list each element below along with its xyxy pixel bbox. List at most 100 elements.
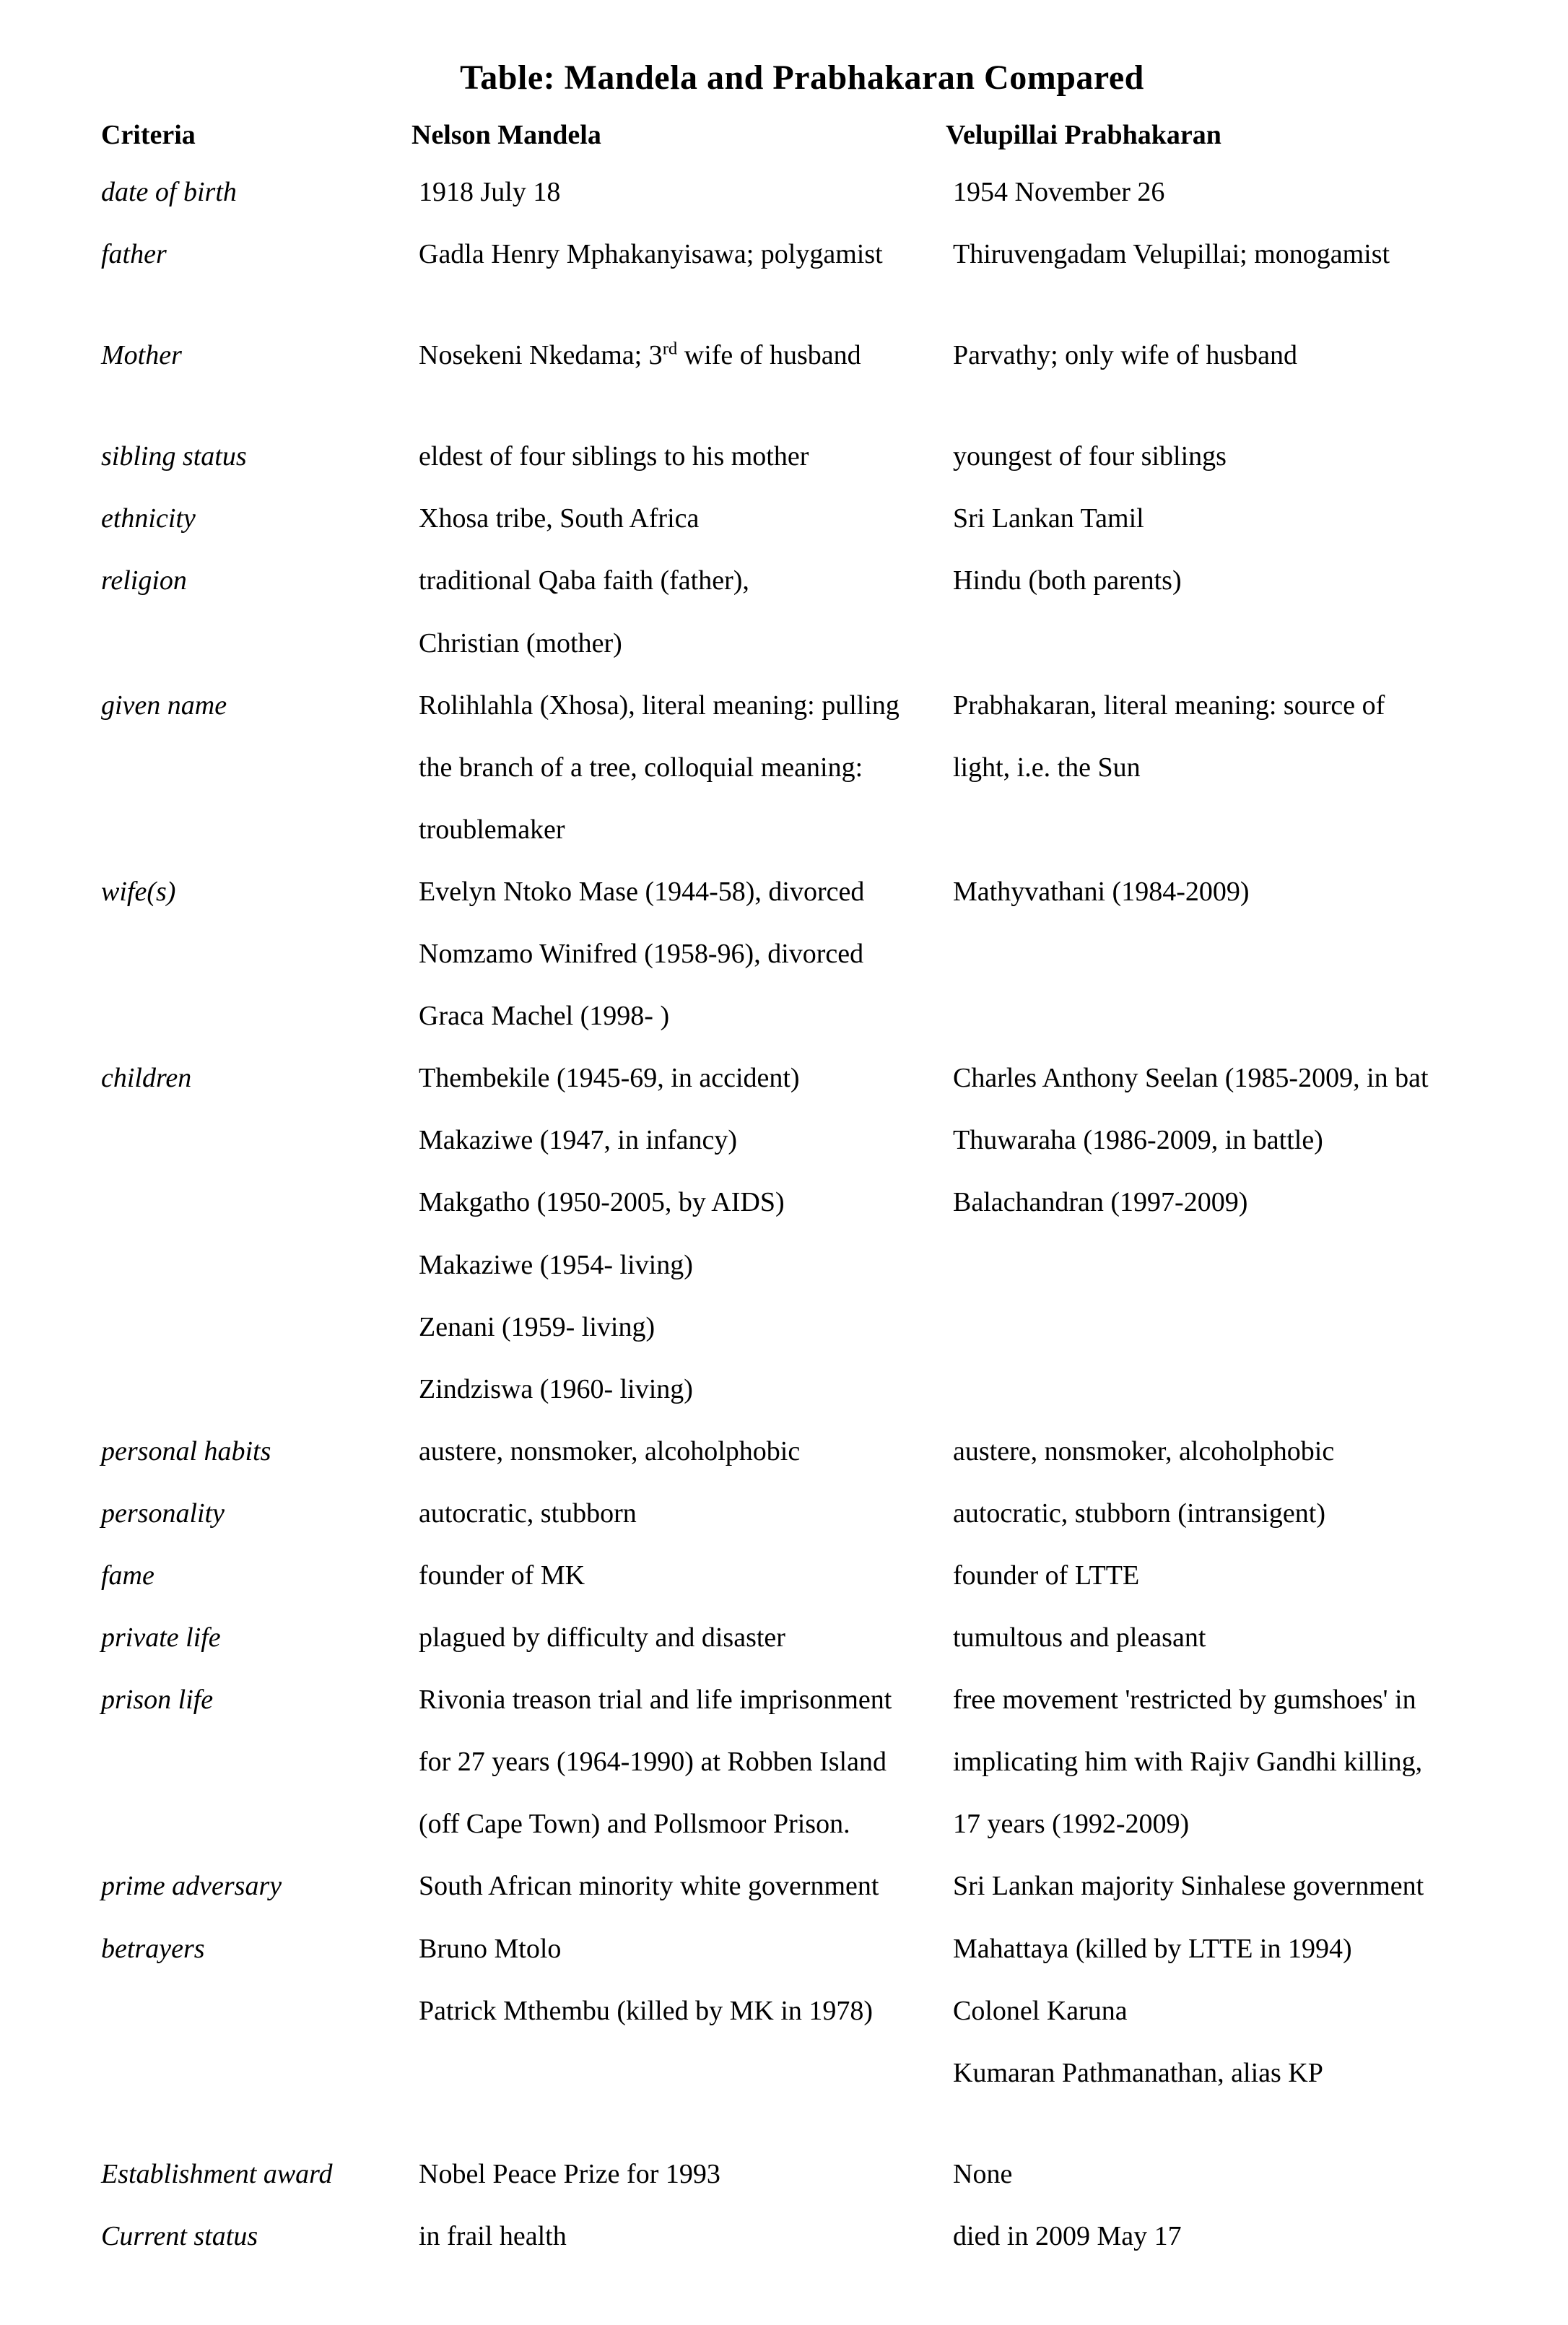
page-title: Table: Mandela and Prabhakaran Compared [101,58,1503,97]
cell-mandela: eldest of four siblings to his mother [411,425,946,487]
cell-prabhakaran [946,985,1503,1047]
cell-mandela: in frail health [411,2205,946,2267]
cell-mandela: Nomzamo Winifred (1958-96), divorced [411,923,946,985]
cell-prabhakaran: tumultous and pleasant [946,1607,1503,1669]
cell-criteria: wife(s) [101,861,411,923]
cell-mandela: austere, nonsmoker, alcoholphobic [411,1420,946,1482]
cell-prabhakaran [946,923,1503,985]
cell-prabhakaran: light, i.e. the Sun [946,736,1503,799]
cell-mandela: Rolihlahla (Xhosa), literal meaning: pul… [411,674,946,736]
cell-criteria [101,1980,411,2042]
table-row: the branch of a tree, colloquial meaning… [101,736,1503,799]
cell-criteria: Current status [101,2205,411,2267]
cell-criteria [101,799,411,861]
cell-criteria: sibling status [101,425,411,487]
table-row: sibling statuseldest of four siblings to… [101,425,1503,487]
table-row: Kumaran Pathmanathan, alias KP [101,2042,1503,2143]
cell-mandela: troublemaker [411,799,946,861]
cell-criteria [101,1171,411,1233]
cell-mandela: Thembekile (1945-69, in accident) [411,1047,946,1109]
col-header-mandela: Nelson Mandela [411,115,946,161]
cell-criteria: private life [101,1607,411,1669]
cell-criteria: date of birth [101,161,411,223]
cell-mandela: Patrick Mthembu (killed by MK in 1978) [411,1980,946,2042]
cell-criteria: betrayers [101,1918,411,1980]
cell-criteria [101,1234,411,1296]
cell-prabhakaran: Charles Anthony Seelan (1985-2009, in ba… [946,1047,1503,1109]
cell-prabhakaran: Hindu (both parents) [946,549,1503,612]
cell-prabhakaran: Kumaran Pathmanathan, alias KP [946,2042,1503,2143]
cell-prabhakaran: Thuwaraha (1986-2009, in battle) [946,1109,1503,1171]
cell-mandela: Zindziswa (1960- living) [411,1358,946,1420]
cell-prabhakaran: Sri Lankan Tamil [946,487,1503,549]
cell-mandela: founder of MK [411,1544,946,1607]
table-row: fatherGadla Henry Mphakanyisawa; polygam… [101,223,1503,324]
cell-criteria [101,736,411,799]
cell-mandela: Nosekeni Nkedama; 3rd wife of husband [411,324,946,425]
table-row: MotherNosekeni Nkedama; 3rd wife of husb… [101,324,1503,425]
cell-prabhakaran: Mathyvathani (1984-2009) [946,861,1503,923]
cell-mandela: Bruno Mtolo [411,1918,946,1980]
cell-mandela: Graca Machel (1998- ) [411,985,946,1047]
cell-criteria [101,1109,411,1171]
cell-criteria: Establishment award [101,2143,411,2205]
table-row: (off Cape Town) and Pollsmoor Prison.17 … [101,1793,1503,1855]
table-row: Zenani (1959- living) [101,1296,1503,1358]
cell-mandela: autocratic, stubborn [411,1482,946,1544]
table-row: Zindziswa (1960- living) [101,1358,1503,1420]
cell-mandela: Makaziwe (1954- living) [411,1234,946,1296]
cell-criteria [101,1793,411,1855]
cell-criteria: father [101,223,411,324]
table-row: ethnicityXhosa tribe, South AfricaSri La… [101,487,1503,549]
cell-criteria [101,985,411,1047]
cell-prabhakaran: None [946,2143,1503,2205]
table-row: Establishment awardNobel Peace Prize for… [101,2143,1503,2205]
cell-criteria [101,2042,411,2143]
col-header-prabhakaran: Velupillai Prabhakaran [946,115,1503,161]
cell-prabhakaran [946,799,1503,861]
cell-prabhakaran: Prabhakaran, literal meaning: source of [946,674,1503,736]
table-row: Graca Machel (1998- ) [101,985,1503,1047]
table-row: betrayersBruno MtoloMahattaya (killed by… [101,1918,1503,1980]
cell-prabhakaran: Parvathy; only wife of husband [946,324,1503,425]
cell-prabhakaran: Thiruvengadam Velupillai; monogamist [946,223,1503,324]
cell-prabhakaran: 1954 November 26 [946,161,1503,223]
cell-prabhakaran: autocratic, stubborn (intransigent) [946,1482,1503,1544]
cell-prabhakaran [946,1234,1503,1296]
cell-mandela: the branch of a tree, colloquial meaning… [411,736,946,799]
cell-criteria: religion [101,549,411,612]
table-row: private lifeplagued by difficulty and di… [101,1607,1503,1669]
table-row: childrenThembekile (1945-69, in accident… [101,1047,1503,1109]
cell-criteria: ethnicity [101,487,411,549]
cell-mandela: Makgatho (1950-2005, by AIDS) [411,1171,946,1233]
cell-prabhakaran [946,1358,1503,1420]
table-row: Makaziwe (1954- living) [101,1234,1503,1296]
cell-criteria: given name [101,674,411,736]
cell-mandela: Gadla Henry Mphakanyisawa; polygamist [411,223,946,324]
table-row: troublemaker [101,799,1503,861]
cell-mandela [411,2042,946,2143]
cell-prabhakaran: founder of LTTE [946,1544,1503,1607]
cell-criteria [101,1731,411,1793]
cell-prabhakaran: Colonel Karuna [946,1980,1503,2042]
cell-mandela: (off Cape Town) and Pollsmoor Prison. [411,1793,946,1855]
cell-criteria: prime adversary [101,1855,411,1917]
comparison-table: Criteria Nelson Mandela Velupillai Prabh… [101,115,1503,2267]
cell-mandela: Zenani (1959- living) [411,1296,946,1358]
cell-mandela: South African minority white government [411,1855,946,1917]
cell-prabhakaran: died in 2009 May 17 [946,2205,1503,2267]
table-header-row: Criteria Nelson Mandela Velupillai Prabh… [101,115,1503,161]
table-row: for 27 years (1964-1990) at Robben Islan… [101,1731,1503,1793]
cell-prabhakaran: free movement 'restricted by gumshoes' i… [946,1669,1503,1731]
cell-mandela: Rivonia treason trial and life imprisonm… [411,1669,946,1731]
table-row: prime adversarySouth African minority wh… [101,1855,1503,1917]
cell-mandela: Evelyn Ntoko Mase (1944-58), divorced [411,861,946,923]
table-row: Makaziwe (1947, in infancy)Thuwaraha (19… [101,1109,1503,1171]
table-row: Christian (mother) [101,612,1503,674]
cell-prabhakaran: 17 years (1992-2009) [946,1793,1503,1855]
cell-mandela: Makaziwe (1947, in infancy) [411,1109,946,1171]
cell-criteria: children [101,1047,411,1109]
cell-prabhakaran: youngest of four siblings [946,425,1503,487]
cell-prabhakaran [946,612,1503,674]
cell-criteria: Mother [101,324,411,425]
